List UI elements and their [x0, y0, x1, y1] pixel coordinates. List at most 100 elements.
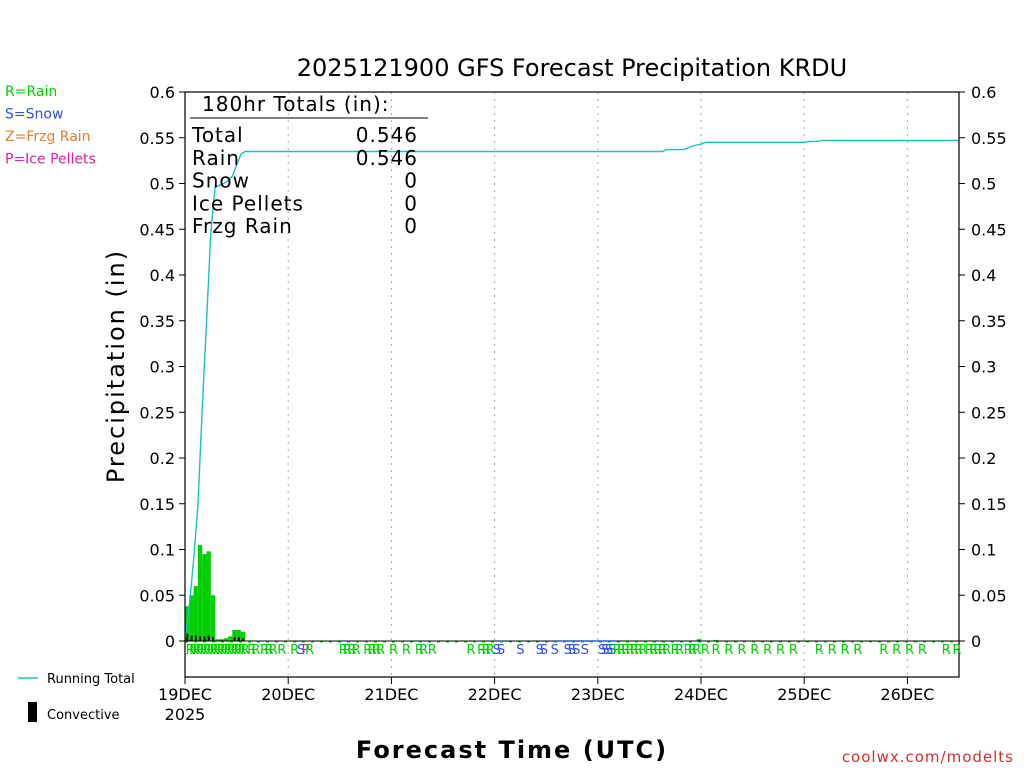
precip-bar [193, 586, 198, 641]
precip-bar [215, 639, 220, 641]
ptype-marker: R [402, 643, 411, 658]
totals-row-label: Frzg Rain [192, 214, 293, 238]
ptype-marker: R [828, 643, 837, 658]
ptype-marker: R [630, 643, 639, 658]
totals-box: 180hr Totals (in): Total 0.546 Rain 0.546 Sn… [190, 92, 428, 238]
totals-row-label: Snow [192, 169, 250, 193]
y-axis-title: Precipitation (in) [102, 249, 130, 483]
convective-bar [242, 638, 245, 641]
y-tick-label: 0.1 [150, 541, 175, 560]
ptype-marker: R [671, 643, 680, 658]
ptype-marker: S [581, 643, 589, 658]
ptype-marker: R [477, 643, 486, 658]
ptype-marker: R [264, 643, 273, 658]
ptype-marker: R [617, 643, 626, 658]
ptype-marker: R [692, 643, 701, 658]
y-tick-label-right: 0.5 [971, 175, 996, 194]
ptype-marker: R [815, 643, 824, 658]
precip-bar [197, 544, 203, 641]
ptype-marker: S [493, 643, 501, 658]
y-tick-label-right: 0.15 [971, 495, 1007, 514]
convective-bar [233, 637, 236, 641]
x-tick-label: 22DEC [468, 685, 522, 704]
ptype-marker: R [662, 643, 671, 658]
y-tick-label: 0.2 [150, 449, 175, 468]
ptype-marker: S [551, 643, 559, 658]
precip-bar [189, 595, 194, 641]
ptype-marker: R [213, 643, 222, 658]
totals-row-value: 0 [404, 214, 418, 238]
precip-bar [236, 630, 241, 641]
ptype-marker: R [724, 643, 733, 658]
precip-bar [232, 630, 237, 641]
ptype-marker: R [688, 643, 697, 658]
convective-swatch [28, 702, 37, 722]
y-tick-label-right: 0.1 [971, 541, 996, 560]
y-tick-label: 0.45 [139, 220, 175, 239]
ptype-marker: R [649, 643, 658, 658]
running-total-line [184, 139, 959, 642]
y-tick-label-right: 0.45 [971, 220, 1007, 239]
convective-bar [199, 636, 202, 641]
ptype-marker: S [568, 643, 576, 658]
y-tick-label-right: 0.3 [971, 358, 996, 377]
totals-row-label: Total [191, 123, 244, 147]
precip-bar [202, 554, 207, 641]
ptype-marker: R [653, 643, 662, 658]
x-axis-title: Forecast Time (UTC) [356, 736, 668, 764]
y-tick-label-right: 0.2 [971, 449, 996, 468]
grid-lines [287, 92, 908, 677]
convective-bar [237, 637, 240, 641]
ptype-marker: R [481, 643, 490, 658]
ptype-marker: R [247, 643, 256, 658]
x-tick-label: 23DEC [571, 685, 625, 704]
ptype-marker: R [952, 643, 961, 658]
ptype-marker: R [210, 643, 219, 658]
ptype-marker: R [853, 643, 862, 658]
ptype-legend-item: R=Rain [5, 84, 57, 100]
convective-bar [212, 637, 215, 641]
y-axis-right: 0 0.05 0.1 0.15 0.2 0.25 0.3 0.35 0.4 0.45 0.5 0.55… [959, 83, 1007, 651]
ptype-marker: R [363, 643, 372, 658]
ptype-marker: R [372, 643, 381, 658]
x-tick-label: 21DEC [364, 685, 418, 704]
ptype-marker: R [343, 643, 352, 658]
precip-bars [185, 544, 719, 641]
y-tick-label: 0.5 [150, 175, 175, 194]
ptype-marker: R [389, 643, 398, 658]
y-tick-label: 0.15 [139, 495, 175, 514]
ptype-marker: R [466, 643, 475, 658]
y-tick-label-right: 0 [971, 632, 981, 651]
ptype-marker: S [540, 643, 548, 658]
convective-bar [190, 635, 193, 641]
ptype-marker: R [203, 643, 212, 658]
x-tick-label: 20DEC [261, 685, 315, 704]
ptype-marker: R [892, 643, 901, 658]
y-tick-label: 0.4 [150, 266, 175, 285]
ptype-marker: S [516, 643, 524, 658]
convective-bar [203, 636, 206, 641]
y-tick-label: 0.35 [139, 312, 175, 331]
precip-bar [223, 638, 228, 641]
credit-text: coolwx.com/modelts [842, 748, 1014, 766]
zero-baseline [185, 640, 959, 643]
ptype-marker: R [193, 643, 202, 658]
ptype-marker: S [608, 643, 616, 658]
ptype-marker: R [621, 643, 630, 658]
x-tick-label: 24DEC [674, 685, 728, 704]
convective-label: Convective [47, 708, 120, 723]
ptype-marker: R [186, 643, 195, 658]
y-axis-left: 0 0.05 0.1 0.15 0.2 0.25 0.3 0.35 0.4 0.45 0.5 0.55… [139, 83, 185, 651]
ptype-marker: R [789, 643, 798, 658]
ptype-legend-item: S=Snow [5, 107, 63, 123]
ptype-marker: R [269, 643, 278, 658]
ptype-marker: R [415, 643, 424, 658]
ptype-marker: R [737, 643, 746, 658]
x-tick-label: 19DEC [158, 685, 212, 704]
ptype-marker: R [419, 643, 428, 658]
precip-bar [206, 551, 211, 641]
ptype-legend-item: P=Ice Pellets [5, 152, 96, 168]
ptype-marker: P [301, 643, 309, 658]
ptype-marker: R [339, 643, 348, 658]
ptype-marker: S [497, 643, 505, 658]
